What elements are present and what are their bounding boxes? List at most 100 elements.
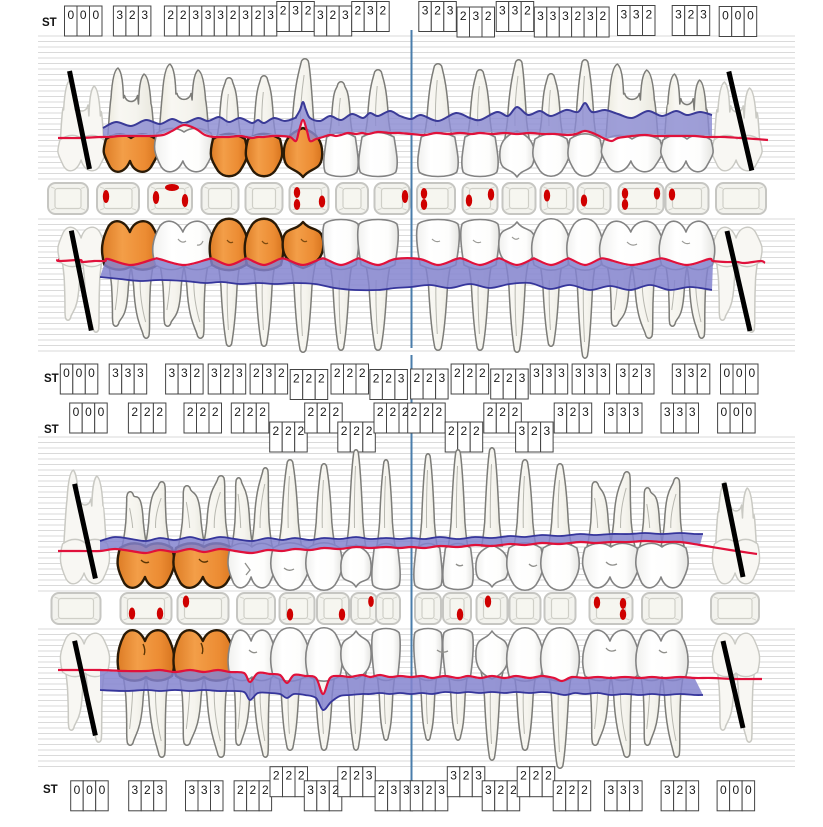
svg-text:3: 3: [544, 424, 551, 438]
svg-text:2: 2: [531, 424, 538, 438]
svg-text:2: 2: [332, 783, 339, 797]
svg-text:3: 3: [317, 8, 324, 22]
svg-text:3: 3: [217, 8, 224, 22]
svg-text:2: 2: [426, 783, 433, 797]
svg-text:2: 2: [355, 4, 362, 18]
svg-text:2: 2: [377, 405, 384, 419]
svg-text:3: 3: [676, 405, 683, 419]
svg-text:2: 2: [700, 366, 707, 380]
svg-text:0: 0: [736, 366, 743, 380]
svg-text:2: 2: [330, 8, 337, 22]
svg-text:2: 2: [512, 405, 519, 419]
svg-text:2: 2: [402, 405, 409, 419]
svg-text:2: 2: [510, 783, 517, 797]
svg-text:3: 3: [700, 8, 707, 22]
svg-text:2: 2: [144, 783, 151, 797]
svg-text:2: 2: [436, 405, 443, 419]
svg-text:3: 3: [675, 366, 682, 380]
svg-text:2: 2: [389, 405, 396, 419]
svg-text:2: 2: [253, 366, 260, 380]
svg-text:2: 2: [285, 424, 292, 438]
svg-text:3: 3: [366, 769, 373, 783]
svg-text:2: 2: [341, 424, 348, 438]
svg-text:3: 3: [137, 366, 144, 380]
svg-text:3: 3: [188, 783, 195, 797]
svg-text:3: 3: [587, 9, 594, 23]
svg-text:2: 2: [524, 4, 531, 18]
svg-text:3: 3: [413, 783, 420, 797]
svg-text:0: 0: [720, 783, 727, 797]
svg-text:2: 2: [234, 405, 241, 419]
svg-text:2: 2: [353, 769, 360, 783]
svg-text:0: 0: [67, 8, 74, 22]
svg-text:2: 2: [373, 372, 380, 386]
svg-text:3: 3: [213, 783, 220, 797]
svg-text:2: 2: [193, 366, 200, 380]
svg-text:3: 3: [689, 405, 696, 419]
svg-text:3: 3: [499, 4, 506, 18]
svg-text:3: 3: [608, 783, 615, 797]
svg-text:3: 3: [537, 9, 544, 23]
svg-text:3: 3: [168, 366, 175, 380]
svg-text:2: 2: [533, 769, 540, 783]
svg-text:2: 2: [359, 366, 366, 380]
svg-text:2: 2: [305, 4, 312, 18]
svg-text:3: 3: [485, 783, 492, 797]
svg-text:ST: ST: [43, 784, 58, 796]
svg-text:2: 2: [199, 405, 206, 419]
svg-text:3: 3: [557, 405, 564, 419]
svg-text:3: 3: [132, 783, 139, 797]
svg-text:3: 3: [266, 366, 273, 380]
svg-text:3: 3: [292, 4, 299, 18]
svg-text:2: 2: [581, 783, 588, 797]
svg-text:3: 3: [582, 405, 589, 419]
svg-text:2: 2: [273, 424, 280, 438]
svg-text:2: 2: [600, 9, 607, 23]
svg-text:0: 0: [99, 783, 106, 797]
svg-text:2: 2: [506, 371, 513, 385]
svg-text:2: 2: [333, 405, 340, 419]
svg-text:2: 2: [278, 366, 285, 380]
svg-text:3: 3: [632, 405, 639, 419]
svg-text:2: 2: [230, 8, 237, 22]
svg-text:0: 0: [73, 405, 80, 419]
svg-text:2: 2: [187, 405, 194, 419]
svg-text:2: 2: [498, 783, 505, 797]
svg-text:ST: ST: [44, 424, 59, 436]
svg-text:2: 2: [249, 783, 256, 797]
svg-text:2: 2: [645, 8, 652, 22]
svg-text:0: 0: [721, 405, 728, 419]
svg-text:3: 3: [475, 769, 482, 783]
svg-text:3: 3: [675, 8, 682, 22]
svg-text:3: 3: [533, 366, 540, 380]
svg-text:3: 3: [236, 366, 243, 380]
svg-text:2: 2: [454, 366, 461, 380]
svg-text:3: 3: [181, 366, 188, 380]
svg-text:2: 2: [320, 405, 327, 419]
svg-text:0: 0: [733, 405, 740, 419]
svg-text:3: 3: [447, 4, 454, 18]
svg-text:2: 2: [366, 424, 373, 438]
svg-text:3: 3: [192, 8, 199, 22]
svg-text:2: 2: [556, 783, 563, 797]
svg-text:3: 3: [607, 405, 614, 419]
svg-text:2: 2: [494, 371, 501, 385]
svg-text:3: 3: [550, 9, 557, 23]
svg-text:3: 3: [141, 8, 148, 22]
svg-text:0: 0: [747, 9, 754, 23]
svg-text:3: 3: [307, 783, 314, 797]
svg-text:2: 2: [385, 372, 392, 386]
svg-text:2: 2: [180, 8, 187, 22]
svg-text:2: 2: [467, 366, 474, 380]
svg-text:0: 0: [63, 366, 70, 380]
svg-text:0: 0: [746, 405, 753, 419]
svg-text:3: 3: [519, 424, 526, 438]
svg-text:2: 2: [298, 424, 305, 438]
svg-text:ST: ST: [42, 17, 57, 29]
svg-text:2: 2: [520, 769, 527, 783]
svg-text:2: 2: [156, 405, 163, 419]
svg-text:3: 3: [116, 8, 123, 22]
svg-text:2: 2: [306, 372, 313, 386]
svg-text:2: 2: [293, 372, 300, 386]
svg-text:3: 3: [546, 366, 553, 380]
